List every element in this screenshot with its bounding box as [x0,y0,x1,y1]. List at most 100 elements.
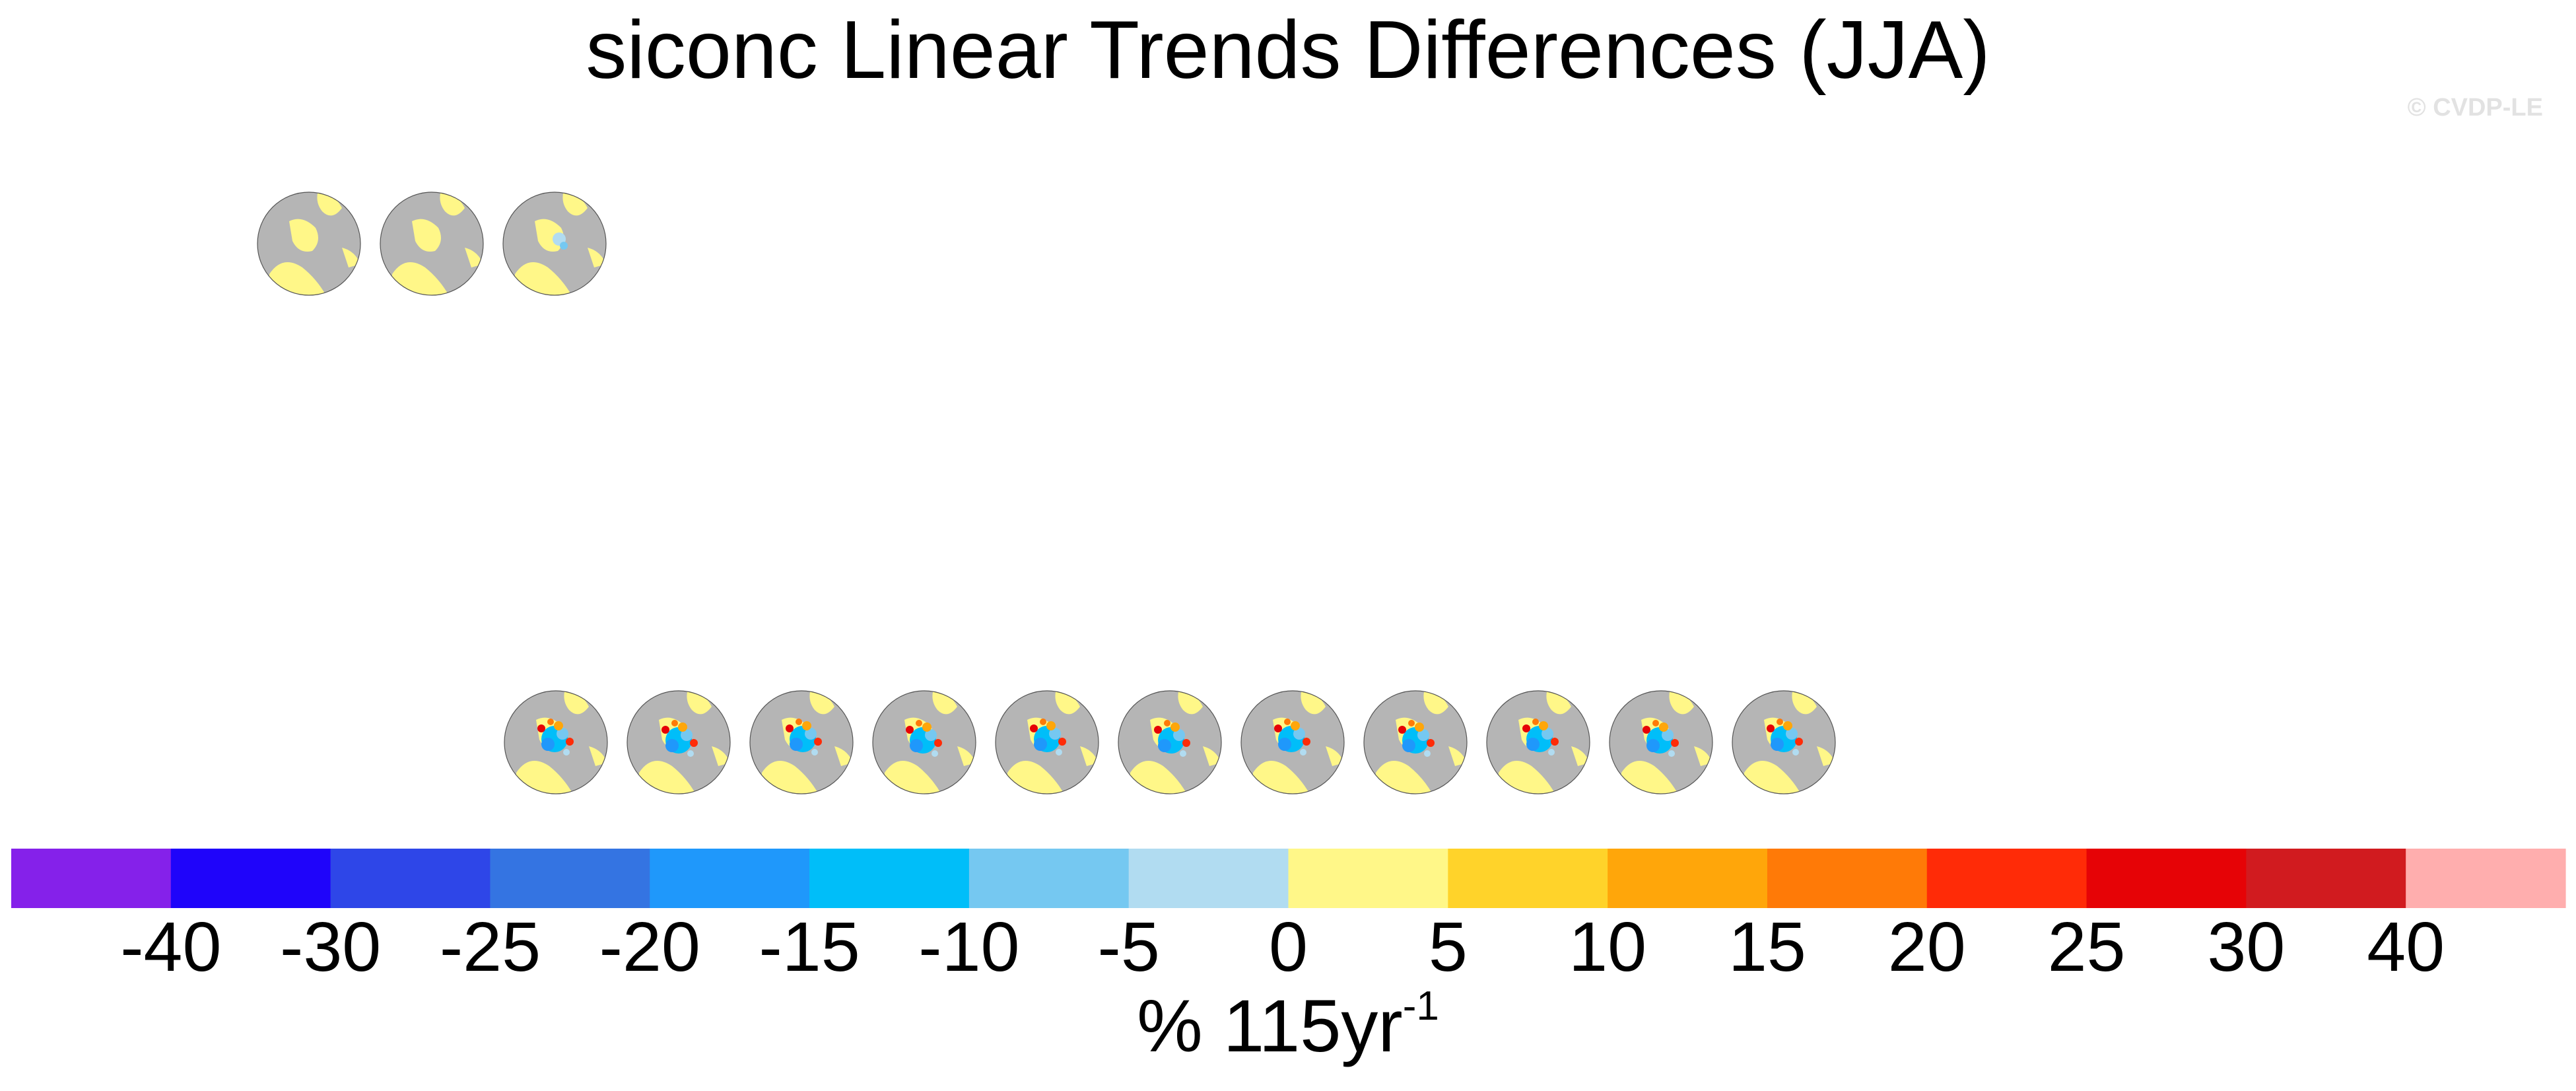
trend-patch [932,750,938,757]
map-border [1240,690,1345,794]
colorbar-swatch [1926,849,2087,908]
ocean-area [589,746,607,766]
ocean-area [342,248,360,267]
map-border [1486,690,1590,794]
ocean-area [317,192,342,216]
trend-patch [1398,726,1406,734]
trend-patch [910,739,923,752]
ocean-area [564,691,589,715]
trend-patch [802,721,811,730]
polar-map [380,192,484,296]
trend-patch [1792,749,1799,756]
trend-patch [1771,738,1784,751]
colorbar-tick-label: 30 [2207,908,2285,984]
colorbar-swatch [2246,849,2406,908]
colorbar-label-main: % 115yr [1137,985,1403,1067]
ocean-area [1178,691,1203,715]
trend-patch [1532,719,1539,725]
trend-patch [1154,726,1162,734]
polar-map [749,690,854,794]
trend-patch [1668,750,1675,757]
trend-patch [1058,738,1066,746]
map-panel [379,175,485,298]
colorbar-swatch [1288,849,1448,908]
ocean-area [1080,746,1099,766]
trend-patch [1643,726,1650,734]
ocean-area [440,192,465,216]
ocean-area [1817,746,1835,766]
ocean-area [1423,691,1448,715]
ocean-area [957,746,976,766]
trend-patch [1164,720,1170,726]
trend-patch [1539,721,1548,730]
trend-patch [1427,739,1435,747]
polar-map [1240,690,1345,794]
map-panel [1608,674,1714,796]
polar-map [1486,690,1590,794]
colorbar-label-exponent: -1 [1402,983,1439,1029]
colorbar-swatch [1767,849,1928,908]
trend-patch [1173,729,1185,741]
trend-patch [665,739,679,752]
polar-map [1118,690,1222,794]
colorbar-swatch [1448,849,1608,908]
ocean-area [412,219,441,252]
colorbar-tick-label: -5 [1098,908,1160,984]
map-border [504,690,608,794]
trend-patch [1415,722,1424,732]
colorbar-tick-label: 40 [2367,908,2445,984]
ocean-area [1203,746,1221,766]
map-border [1609,690,1713,794]
map-panel [256,175,362,298]
ocean-area [687,691,712,715]
trend-patch [1170,722,1180,732]
trend-patch [537,724,545,732]
colorbar-tick-label: -20 [599,908,700,984]
colorbar-swatch [1608,849,1768,908]
trend-patch [1777,719,1783,725]
colorbar-label: % 115yr-1 [0,983,2576,1067]
colorbar-swatch [1128,849,1289,908]
ocean-area [834,746,853,766]
map-border [257,192,361,296]
trend-patch [1671,739,1679,747]
trend-patch [1030,724,1038,732]
trend-patch [1795,738,1803,746]
trend-patch [1662,729,1674,741]
trend-patch [1522,724,1530,732]
trend-patch [1049,728,1061,740]
trend-patch [1180,750,1186,757]
ocean-area [1571,746,1590,766]
trend-patch [1402,739,1415,752]
map-panel [1485,674,1591,796]
map-border [872,690,976,794]
colorbar-tick-label: -10 [918,908,1019,984]
colorbar-tick-label: 20 [1888,908,1966,984]
colorbar-swatch [2406,849,2566,908]
colorbar-swatch [809,849,970,908]
ocean-area [562,192,588,216]
trend-patch [796,719,802,725]
polar-map [502,192,607,296]
trend-patch [1783,721,1792,730]
trend-patch [563,749,570,756]
colorbar-tick-label: -30 [280,908,381,984]
map-border [1732,690,1836,794]
map-panel [1117,674,1223,796]
trend-patch [925,729,937,741]
colorbar-tick-label: 0 [1269,908,1308,984]
trend-patch [560,242,568,250]
ocean-area [1546,691,1571,715]
trend-patch [1542,728,1553,740]
trend-patch [566,738,574,746]
ocean-area [1792,691,1817,715]
map-panel [502,175,607,298]
colorbar-swatch [968,849,1130,908]
trend-patch [1158,739,1171,752]
map-border [380,192,484,296]
trend-patch [554,721,563,730]
trend-patch [814,738,822,746]
trend-patch [790,738,803,751]
polar-map [1363,690,1468,794]
colorbar-swatch [2086,849,2247,908]
